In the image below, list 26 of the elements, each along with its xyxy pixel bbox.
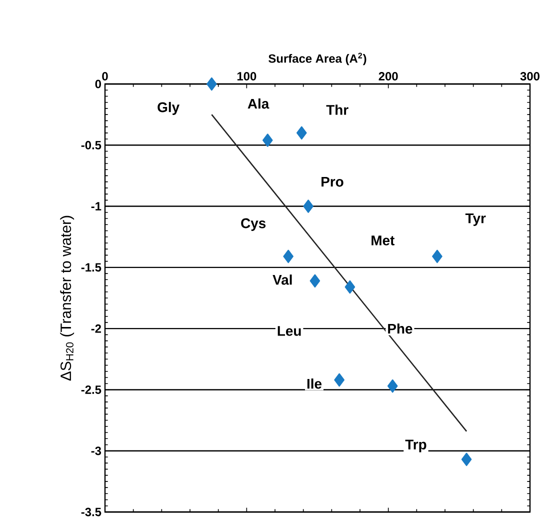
y-axis-title: ΔS$_{H20}$ (Transfer to water): [60, 216, 74, 381]
annotation: Leu: [278, 326, 301, 336]
y-tick-label: 0: [95, 80, 101, 88]
y-tick-label: -0.5: [81, 140, 102, 150]
x-tick-label: 100: [237, 72, 256, 80]
annotation: Thr: [326, 104, 348, 115]
annotation: Val: [272, 274, 292, 285]
annotation: Trp: [405, 440, 426, 452]
x-tick-label: 200: [378, 72, 398, 80]
annotation: Ala: [248, 98, 270, 109]
y-tick-label: -3.5: [81, 508, 102, 516]
annotation: Met: [372, 236, 394, 246]
y-tick-label: -1: [91, 202, 102, 210]
x-tick-label: 0: [102, 72, 108, 80]
annotation: Pro: [322, 176, 344, 187]
annotation: Tyr: [465, 213, 486, 226]
y-tick-label: -3: [91, 446, 102, 456]
annotation: Ile: [307, 378, 322, 389]
annotation: Cys: [241, 218, 266, 231]
x-axis-title: Surface Area (A$^{2}$): [268, 52, 366, 66]
x-tick-label: 300: [520, 72, 540, 80]
annotation: Gly: [158, 102, 180, 115]
y-tick-label: -1.5: [81, 263, 102, 272]
annotation: Phe: [388, 323, 412, 334]
y-tick-label: -2.5: [81, 385, 102, 394]
y-tick-label: -2: [91, 324, 102, 333]
